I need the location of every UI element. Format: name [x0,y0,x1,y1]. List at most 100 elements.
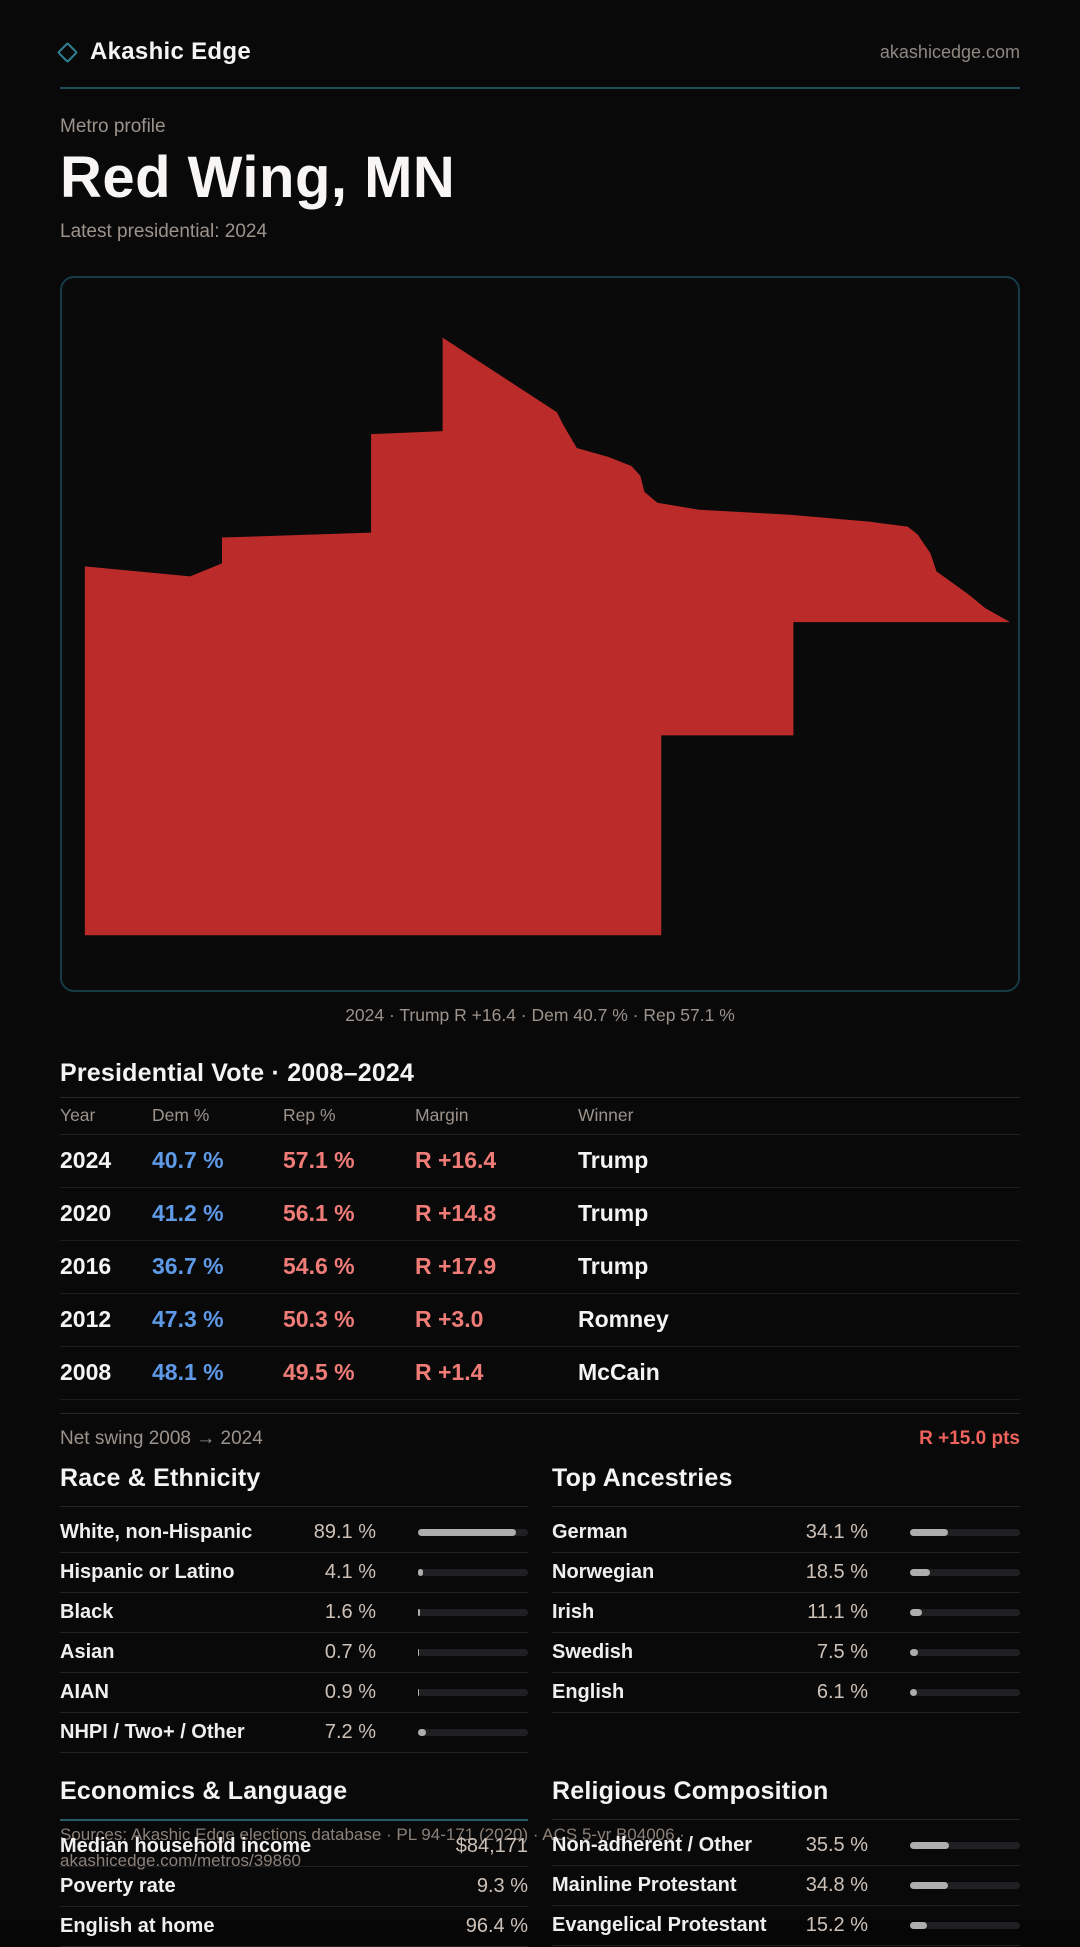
stat-rows: German 34.1 % Norwegian 18.5 % Irish 11.1 % Sw… [552,1513,1020,1713]
stat-value: 1.6 % [324,1600,376,1623]
stat-bar-track [910,1608,1020,1616]
stat-bar-track [910,1841,1020,1849]
stat-label: German [552,1520,628,1543]
stat-value: 96.4 % [465,1914,528,1937]
dem-cell: 36.7 % [152,1253,224,1280]
stat-value: 11.1 % [807,1600,868,1623]
sources-link[interactable]: akashicedge.com/metros/39860 [60,1851,301,1870]
margin-cell: R +1.4 [415,1359,484,1386]
stat-value: 6.1 % [816,1680,868,1703]
year-cell: 2016 [60,1253,112,1280]
vote-table-row: 2016 36.7 % 54.6 % R +17.9 Trump [60,1241,1020,1294]
stat-label: AIAN [60,1680,109,1703]
page-title: Red Wing, MN [60,145,456,210]
stat-value: 35.5 % [805,1833,868,1856]
net-swing-row: Net swing 2008 → 2024 R +15.0 pts [60,1412,1020,1450]
stat-label: Swedish [552,1640,634,1663]
stat-label: Mainline Protestant [552,1873,737,1896]
stat-value: 89.1 % [313,1520,376,1543]
stat-label: Black [60,1600,114,1623]
stat-row: Asian 0.7 % [60,1633,528,1673]
sources-line: Sources: Akashic Edge elections database… [60,1825,685,1844]
stat-row: Irish 11.1 % [552,1593,1020,1633]
stat-label: Asian [60,1640,115,1663]
stat-value: 7.2 % [324,1720,376,1743]
vote-table-row: 2008 48.1 % 49.5 % R +1.4 McCain [60,1347,1020,1400]
year-cell: 2008 [60,1359,112,1386]
year-cell: 2024 [60,1147,112,1174]
stat-bar-fill [910,1568,931,1576]
stat-bar-fill [910,1608,923,1616]
vote-table-divider [60,1096,1020,1098]
section-title: Religious Composition [552,1776,829,1805]
dem-cell: 40.7 % [152,1147,224,1174]
stats-section: Religious Composition Non-adherent / Othe… [552,1777,1020,1947]
vote-table-title: Presidential Vote · 2008–2024 [60,1058,415,1087]
stat-row: Black 1.6 % [60,1593,528,1633]
net-swing-label: Net swing 2008 → 2024 [60,1427,263,1449]
stat-bar-track [910,1568,1020,1576]
stat-bar-track [418,1648,528,1656]
margin-cell: R +3.0 [415,1306,484,1333]
stat-bar-track [418,1688,528,1696]
stats-grid-top: Race & Ethnicity White, non-Hispanic 89.1 … [60,1464,1020,1753]
stat-bar-track [910,1688,1020,1696]
stat-row: Median household income $84,171 [60,1827,528,1867]
stat-label: Median household income [60,1834,312,1857]
stat-value: 34.8 % [805,1873,868,1896]
vote-table-row: 2012 47.3 % 50.3 % R +3.0 Romney [60,1294,1020,1347]
stat-rows: White, non-Hispanic 89.1 % Hispanic or Lat… [60,1513,528,1753]
section-divider [60,1505,528,1507]
stat-bar-fill [910,1921,927,1929]
stat-row: Hispanic or Latino 4.1 % [60,1553,528,1593]
stat-label: Poverty rate [60,1874,176,1897]
map-caption: 2024 · Trump R +16.4 · Dem 40.7 % · Rep … [345,1004,735,1025]
stat-bar-track [910,1881,1020,1889]
stat-bar-track [418,1728,528,1736]
rep-cell: 57.1 % [283,1147,355,1174]
stat-bar-fill [910,1648,919,1656]
vote-table-header: Year Dem % Rep % Margin Winner [60,1098,1020,1135]
header: Akashic Edge akashicedge.com [56,0,1020,66]
stat-bar-track [910,1921,1020,1929]
rep-cell: 49.5 % [283,1359,355,1386]
stat-bar-fill [910,1688,917,1696]
stat-label: English at home [60,1914,215,1937]
stat-bar-fill [418,1728,426,1736]
stat-row: Swedish 7.5 % [552,1633,1020,1673]
section-title: Top Ancestries [552,1463,733,1492]
stat-bar-track [418,1568,528,1576]
stat-row: English 6.1 % [552,1673,1020,1713]
stat-value: 34.1 % [805,1520,868,1543]
year-cell: 2012 [60,1306,112,1333]
vote-table-body: 2024 40.7 % 57.1 % R +16.4 Trump 2020 41.2 % 56… [60,1135,1020,1400]
section-divider [60,1818,528,1821]
net-swing-value: R +15.0 pts [919,1427,1020,1449]
rep-cell: 56.1 % [283,1200,355,1227]
stat-value: 0.7 % [324,1640,376,1663]
stat-row: Mainline Protestant 34.8 % [552,1866,1020,1906]
stat-row: Non-adherent / Other 35.5 % [552,1826,1020,1866]
stat-label: Irish [552,1600,595,1623]
winner-cell: Trump [578,1253,649,1280]
vote-table-row: 2024 40.7 % 57.1 % R +16.4 Trump [60,1135,1020,1188]
stat-row: Poverty rate 9.3 % [60,1867,528,1907]
site-url[interactable]: akashicedge.com [879,41,1020,62]
stat-label: English [552,1680,625,1703]
winner-cell: Romney [578,1306,669,1333]
stat-label: Hispanic or Latino [60,1560,235,1583]
stat-value: 15.2 % [805,1913,868,1936]
year-cell: 2020 [60,1200,112,1227]
county-map-card [60,275,1020,992]
section-title: Economics & Language [60,1776,348,1805]
stat-bar-fill [910,1841,950,1849]
stat-bar-track [910,1648,1020,1656]
stat-row: White, non-Hispanic 89.1 % [60,1513,528,1553]
column-header: Rep % [283,1105,336,1126]
winner-cell: McCain [578,1359,660,1386]
stat-label: Non-adherent / Other [552,1833,753,1856]
stat-label: Norwegian [552,1560,655,1583]
column-header: Margin [415,1105,469,1126]
dem-cell: 48.1 % [152,1359,224,1386]
